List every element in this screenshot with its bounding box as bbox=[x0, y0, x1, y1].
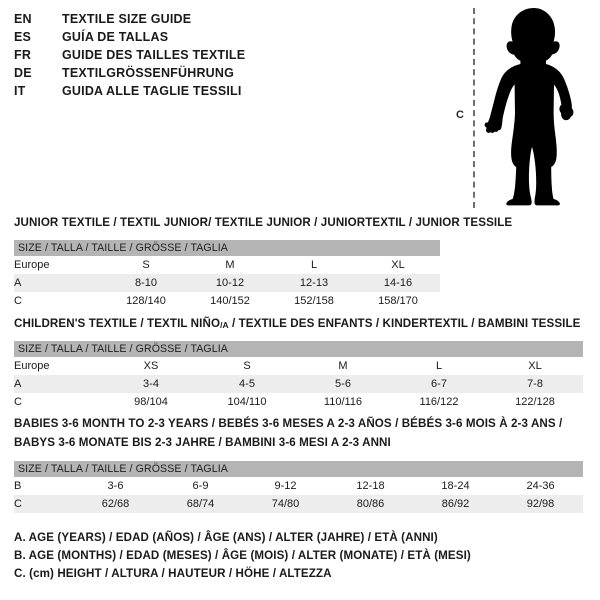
row-value: XL bbox=[356, 256, 440, 274]
row-label: C bbox=[14, 393, 103, 411]
row-label: Europe bbox=[14, 357, 103, 375]
row-label: A bbox=[14, 375, 103, 393]
section-heading-children: CHILDREN'S TEXTILE / TEXTIL NIÑO/A / TEX… bbox=[14, 317, 581, 330]
row-value: 8-10 bbox=[104, 274, 188, 292]
legend-line-a: A. AGE (YEARS) / EDAD (AÑOS) / ÂGE (ANS)… bbox=[14, 531, 438, 544]
language-title-list: EN TEXTILE SIZE GUIDE ES GUÍA DE TALLAS … bbox=[14, 12, 245, 102]
table-row: C 98/104 104/110 110/116 116/122 122/128 bbox=[14, 393, 584, 411]
toddler-silhouette-icon bbox=[484, 8, 574, 206]
table-row: B 3-6 6-9 9-12 12-18 18-24 24-36 bbox=[14, 477, 584, 495]
section-heading-babies-line1: BABIES 3-6 MONTH TO 2-3 YEARS / BEBÉS 3-… bbox=[14, 417, 563, 430]
language-title: GUIDA ALLE TAGLIE TESSILI bbox=[62, 84, 242, 98]
row-value: 80/86 bbox=[328, 495, 413, 513]
legend-line-b: B. AGE (MONTHS) / EDAD (MESES) / ÂGE (MO… bbox=[14, 549, 471, 562]
language-row: EN TEXTILE SIZE GUIDE bbox=[14, 12, 245, 30]
row-value: 3-4 bbox=[103, 375, 199, 393]
table-row: C 62/68 68/74 74/80 80/86 86/92 92/98 bbox=[14, 495, 584, 513]
row-value: 86/92 bbox=[413, 495, 498, 513]
table-row: A 3-4 4-5 5-6 6-7 7-8 bbox=[14, 375, 584, 393]
row-label: C bbox=[14, 495, 73, 513]
junior-size-table: SIZE / TALLA / TAILLE / GRÖSSE / TAGLIA … bbox=[14, 240, 440, 310]
row-value: 7-8 bbox=[487, 375, 584, 393]
legend-line-c: C. (cm) HEIGHT / ALTURA / HAUTEUR / HÖHE… bbox=[14, 567, 332, 580]
row-value: 6-7 bbox=[391, 375, 487, 393]
language-title: TEXTILE SIZE GUIDE bbox=[62, 12, 192, 26]
row-value: 24-36 bbox=[498, 477, 584, 495]
height-measurement-figure: C bbox=[440, 4, 600, 209]
row-value: 9-12 bbox=[243, 477, 328, 495]
row-value: 92/98 bbox=[498, 495, 584, 513]
row-value: 152/158 bbox=[272, 292, 356, 310]
height-dashed-line bbox=[473, 8, 475, 208]
language-row: FR GUIDE DES TAILLES TEXTILE bbox=[14, 48, 245, 66]
table-row: A 8-10 10-12 12-13 14-16 bbox=[14, 274, 440, 292]
row-value: 116/122 bbox=[391, 393, 487, 411]
row-value: 68/74 bbox=[158, 495, 243, 513]
row-value: 18-24 bbox=[413, 477, 498, 495]
language-title: TEXTILGRÖSSENFÜHRUNG bbox=[62, 66, 235, 80]
language-title: GUÍA DE TALLAS bbox=[62, 30, 169, 44]
language-code: IT bbox=[14, 84, 26, 98]
row-value: 128/140 bbox=[104, 292, 188, 310]
row-value: M bbox=[295, 357, 391, 375]
table-row: Europe XS S M L XL bbox=[14, 357, 584, 375]
language-code: DE bbox=[14, 66, 32, 80]
row-value: 3-6 bbox=[73, 477, 158, 495]
row-value: M bbox=[188, 256, 272, 274]
row-value: 140/152 bbox=[188, 292, 272, 310]
language-code: EN bbox=[14, 12, 32, 26]
row-label: Europe bbox=[14, 256, 104, 274]
row-value: 122/128 bbox=[487, 393, 584, 411]
children-size-table: SIZE / TALLA / TAILLE / GRÖSSE / TAGLIA … bbox=[14, 341, 584, 411]
children-band-label: SIZE / TALLA / TAILLE / GRÖSSE / TAGLIA bbox=[14, 341, 584, 357]
table-row: Europe S M L XL bbox=[14, 256, 440, 274]
row-value: XS bbox=[103, 357, 199, 375]
children-heading-pre: CHILDREN'S TEXTILE / TEXTIL NIÑO bbox=[14, 317, 221, 330]
language-row: ES GUÍA DE TALLAS bbox=[14, 30, 245, 48]
language-row: IT GUIDA ALLE TAGLIE TESSILI bbox=[14, 84, 245, 102]
row-value: 14-16 bbox=[356, 274, 440, 292]
table-row: C 128/140 140/152 152/158 158/170 bbox=[14, 292, 440, 310]
row-value: 5-6 bbox=[295, 375, 391, 393]
row-label: C bbox=[14, 292, 104, 310]
height-measure-label: C bbox=[456, 109, 464, 121]
row-value: S bbox=[104, 256, 188, 274]
language-code: FR bbox=[14, 48, 32, 62]
children-heading-sub: /A bbox=[220, 320, 229, 330]
row-label: A bbox=[14, 274, 104, 292]
babies-table-band-row: SIZE / TALLA / TAILLE / GRÖSSE / TAGLIA bbox=[14, 461, 584, 477]
row-value: 62/68 bbox=[73, 495, 158, 513]
junior-table-band-row: SIZE / TALLA / TAILLE / GRÖSSE / TAGLIA bbox=[14, 240, 440, 256]
junior-band-label: SIZE / TALLA / TAILLE / GRÖSSE / TAGLIA bbox=[14, 240, 440, 256]
babies-size-table: SIZE / TALLA / TAILLE / GRÖSSE / TAGLIA … bbox=[14, 461, 584, 513]
children-table-band-row: SIZE / TALLA / TAILLE / GRÖSSE / TAGLIA bbox=[14, 341, 584, 357]
section-heading-babies-line2: BABYS 3-6 MONATE BIS 2-3 JAHRE / BAMBINI… bbox=[14, 436, 391, 449]
section-heading-junior: JUNIOR TEXTILE / TEXTIL JUNIOR/ TEXTILE … bbox=[14, 216, 513, 229]
row-value: 12-13 bbox=[272, 274, 356, 292]
language-title: GUIDE DES TAILLES TEXTILE bbox=[62, 48, 246, 62]
row-value: 74/80 bbox=[243, 495, 328, 513]
row-label: B bbox=[14, 477, 73, 495]
language-code: ES bbox=[14, 30, 32, 44]
row-value: 104/110 bbox=[199, 393, 295, 411]
row-value: 12-18 bbox=[328, 477, 413, 495]
children-heading-post: / TEXTILE DES ENFANTS / KINDERTEXTIL / B… bbox=[228, 317, 581, 330]
babies-band-label: SIZE / TALLA / TAILLE / GRÖSSE / TAGLIA bbox=[14, 461, 584, 477]
row-value: S bbox=[199, 357, 295, 375]
row-value: XL bbox=[487, 357, 584, 375]
row-value: L bbox=[272, 256, 356, 274]
row-value: 6-9 bbox=[158, 477, 243, 495]
language-row: DE TEXTILGRÖSSENFÜHRUNG bbox=[14, 66, 245, 84]
row-value: 110/116 bbox=[295, 393, 391, 411]
row-value: L bbox=[391, 357, 487, 375]
row-value: 98/104 bbox=[103, 393, 199, 411]
row-value: 10-12 bbox=[188, 274, 272, 292]
row-value: 158/170 bbox=[356, 292, 440, 310]
row-value: 4-5 bbox=[199, 375, 295, 393]
